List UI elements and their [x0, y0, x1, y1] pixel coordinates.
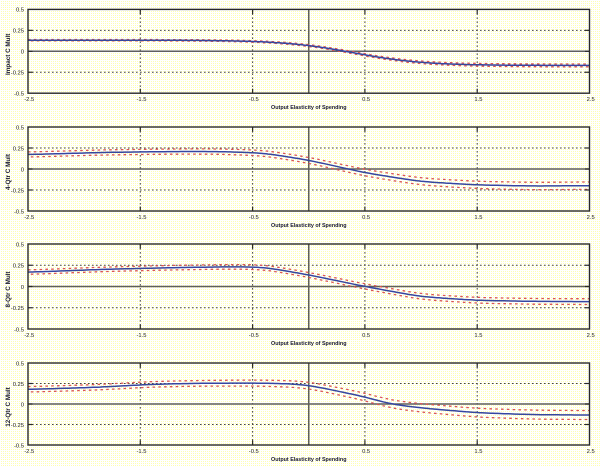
svg-text:0: 0	[21, 285, 24, 291]
svg-text:-0.5: -0.5	[249, 97, 259, 103]
svg-text:2.5: 2.5	[587, 449, 595, 455]
svg-text:-1.5: -1.5	[137, 333, 147, 339]
svg-text:8-Qtr C Mult: 8-Qtr C Mult	[5, 271, 12, 308]
svg-text:12-Qtr C Mult: 12-Qtr C Mult	[5, 386, 12, 426]
svg-text:-0.25: -0.25	[11, 306, 24, 312]
svg-text:Output Elasticity of Spending: Output Elasticity of Spending	[271, 341, 346, 347]
svg-text:1.5: 1.5	[474, 215, 482, 221]
svg-text:0.25: 0.25	[13, 382, 24, 388]
svg-text:-1.5: -1.5	[137, 97, 147, 103]
svg-text:Output Elasticity of Spending: Output Elasticity of Spending	[271, 457, 346, 463]
svg-text:Output Elasticity of Spending: Output Elasticity of Spending	[271, 105, 346, 111]
svg-text:-0.5: -0.5	[14, 209, 24, 215]
svg-text:2.5: 2.5	[587, 333, 595, 339]
svg-text:0.25: 0.25	[13, 29, 24, 35]
svg-text:-0.25: -0.25	[11, 188, 24, 194]
svg-text:1.5: 1.5	[474, 97, 482, 103]
svg-text:-0.5: -0.5	[14, 443, 24, 449]
svg-text:0.5: 0.5	[16, 242, 24, 248]
svg-text:0.25: 0.25	[13, 146, 24, 152]
svg-text:4-Qtr C Mult: 4-Qtr C Mult	[5, 153, 12, 190]
svg-text:-0.5: -0.5	[14, 327, 24, 333]
svg-text:0.5: 0.5	[16, 8, 24, 14]
svg-text:-2.5: -2.5	[24, 449, 34, 455]
svg-text:-0.25: -0.25	[11, 423, 24, 429]
svg-text:-1.5: -1.5	[137, 215, 147, 221]
svg-text:Impact C Mult: Impact C Mult	[5, 33, 12, 75]
svg-text:Output Elasticity of Spending: Output Elasticity of Spending	[271, 223, 346, 229]
svg-text:-2.5: -2.5	[24, 333, 34, 339]
svg-text:-2.5: -2.5	[24, 215, 34, 221]
svg-text:0.25: 0.25	[13, 264, 24, 270]
svg-text:1.5: 1.5	[474, 333, 482, 339]
svg-text:0.5: 0.5	[362, 215, 370, 221]
svg-text:0.5: 0.5	[362, 97, 370, 103]
svg-text:2.5: 2.5	[587, 97, 595, 103]
svg-text:0.5: 0.5	[362, 449, 370, 455]
svg-text:0.5: 0.5	[16, 361, 24, 367]
svg-text:0: 0	[21, 167, 24, 173]
svg-text:0: 0	[21, 402, 24, 408]
svg-text:-0.25: -0.25	[11, 71, 24, 77]
svg-text:-1.5: -1.5	[137, 449, 147, 455]
svg-text:0: 0	[21, 50, 24, 56]
svg-text:-0.5: -0.5	[249, 333, 259, 339]
svg-text:1.5: 1.5	[474, 449, 482, 455]
svg-text:-0.5: -0.5	[249, 449, 259, 455]
svg-text:-0.5: -0.5	[249, 215, 259, 221]
svg-text:-2.5: -2.5	[24, 97, 34, 103]
svg-text:-0.5: -0.5	[14, 92, 24, 98]
svg-text:0.5: 0.5	[362, 333, 370, 339]
svg-text:0.5: 0.5	[16, 125, 24, 131]
svg-text:2.5: 2.5	[587, 215, 595, 221]
